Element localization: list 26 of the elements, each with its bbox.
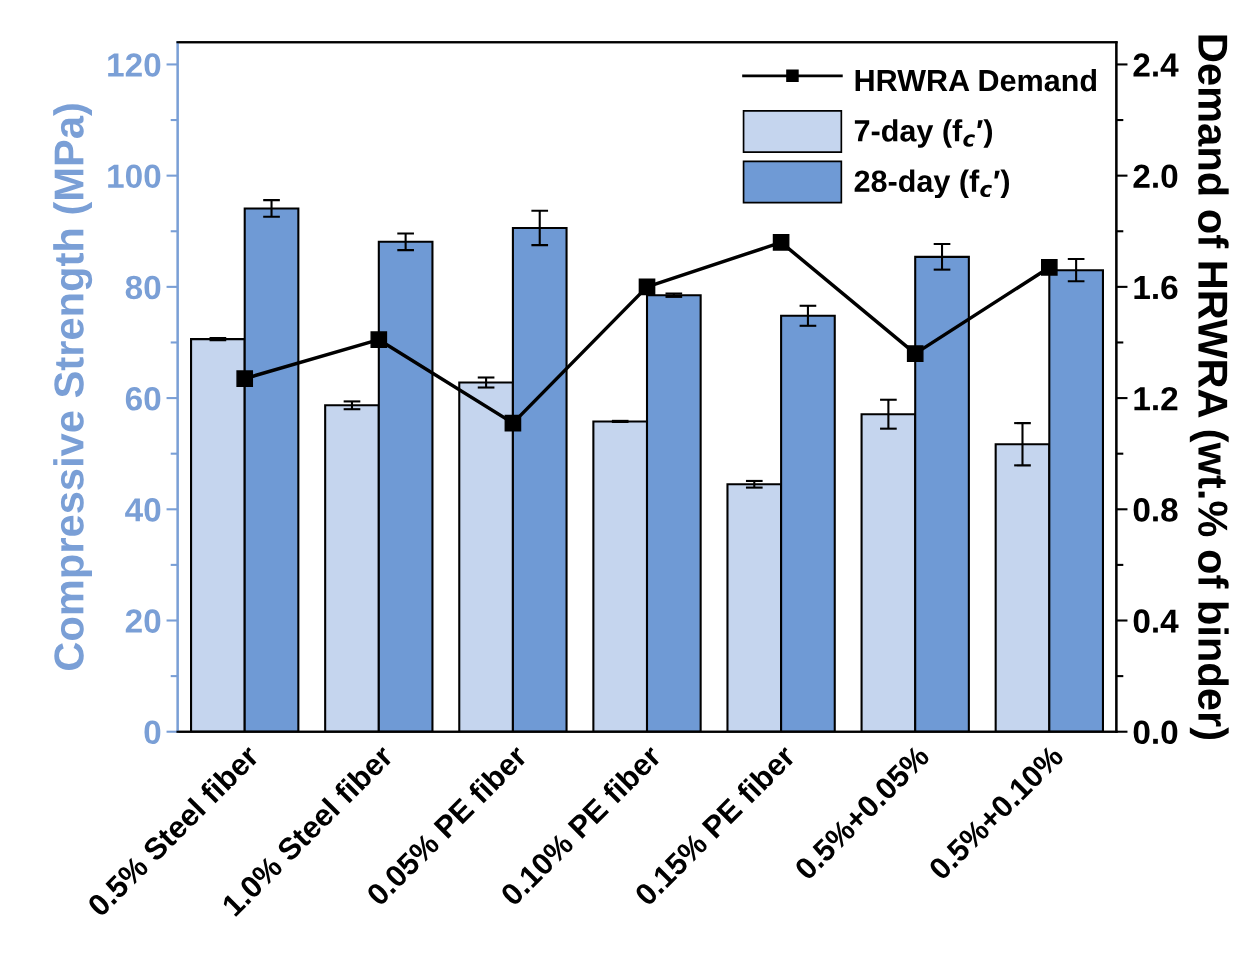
legend-label: 28-day (f$_{c}$′)	[854, 169, 1009, 199]
y-tick-label: 0	[144, 720, 161, 745]
y2-tick-label: 2.4	[1133, 53, 1179, 77]
legend-label: HRWRA Demand	[855, 68, 1097, 92]
y2-tick-label: 0.0	[1133, 720, 1178, 745]
y-tick-label: 60	[125, 386, 161, 411]
point	[638, 278, 656, 296]
y-axis-title: Compressive Strength (MPa)	[53, 104, 93, 671]
y2-tick-label: 1.6	[1134, 275, 1178, 300]
y-tick-label: 100	[108, 164, 161, 189]
point	[236, 370, 254, 387]
y2-axis-title: Demand of HRWRA (wt.% of binder)	[1189, 35, 1229, 740]
y2-tick-label: 1.2	[1134, 386, 1178, 411]
y-tick-label: 120	[108, 53, 161, 77]
point	[1040, 259, 1058, 276]
y-tick-label: 80	[125, 275, 161, 300]
y2-tick-label: 2.0	[1133, 164, 1178, 189]
legend-label: 7-day (f$_{c}$′)	[854, 119, 993, 148]
point	[772, 234, 790, 251]
point	[504, 414, 522, 432]
y2-tick-label: 0.8	[1133, 498, 1178, 522]
y2-tick-label: 0.4	[1133, 609, 1179, 633]
point	[370, 331, 388, 349]
y-tick-label: 20	[125, 609, 161, 633]
point	[906, 345, 924, 362]
y-tick-label: 40	[125, 498, 161, 522]
